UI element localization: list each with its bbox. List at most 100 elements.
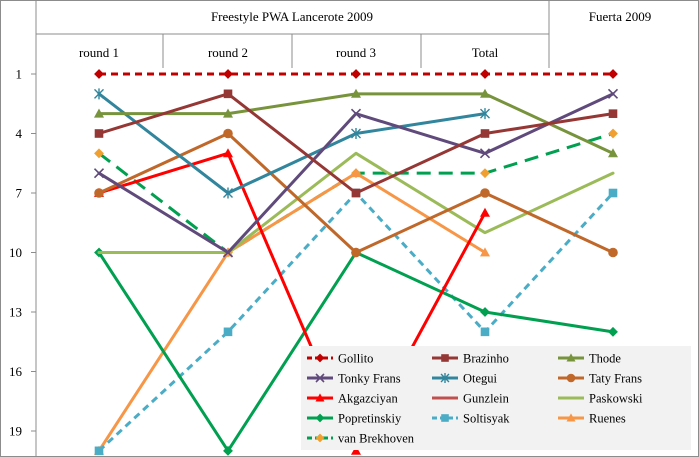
series-line-akgazciyan (97, 151, 487, 453)
legend-label: Taty Frans (589, 372, 642, 386)
data-point-tonky-frans (350, 108, 362, 119)
series-taty-frans (94, 128, 618, 258)
legend-marker (315, 353, 325, 363)
legend-marker (315, 413, 325, 423)
legend-item-akgazciyan: Akgazciyan (307, 392, 398, 406)
data-point-thode (93, 108, 105, 118)
data-point-van-brekhoven (608, 128, 618, 139)
header-band: Freestyle PWA Lancerote 2009 Fuerta 2009… (79, 9, 651, 60)
group-header-fuerta: Fuerta 2009 (589, 9, 651, 24)
data-point-ruenes (479, 247, 491, 257)
legend-label: Soltisyak (463, 412, 510, 426)
legend-label: Paskowski (589, 392, 643, 406)
legend-marker (566, 353, 576, 362)
legend-item-otegui: Otegui (432, 372, 498, 386)
series-lines (93, 69, 619, 456)
data-point-tonky-frans (607, 88, 619, 99)
legend-marker (315, 433, 325, 443)
legend-marker (440, 373, 450, 383)
data-point-taty-frans (351, 247, 361, 258)
y-tick-label: 1 (16, 67, 23, 82)
legend-item-tonky-frans: Tonky Frans (307, 372, 401, 386)
data-point-akgazciyan (222, 148, 234, 158)
data-point-popretinskiy (608, 326, 618, 337)
data-point-brazinho (94, 129, 104, 138)
data-point-soltisyak (608, 188, 618, 198)
legend-item-gollito: Gollito (307, 352, 373, 366)
legend-marker (441, 414, 449, 422)
data-point-akgazciyan (350, 445, 362, 455)
legend-item-paskowski: Paskowski (558, 392, 643, 406)
data-point-popretinskiy (480, 307, 490, 317)
legend-label: Gunzlein (463, 392, 510, 406)
data-point-taty-frans (94, 188, 104, 198)
legend-item-ruenes: Ruenes (558, 412, 626, 426)
data-point-van-brekhoven (480, 168, 490, 179)
data-point-thode (479, 88, 491, 98)
data-point-taty-frans (480, 188, 490, 198)
data-point-tonky-frans (93, 168, 105, 179)
legend-marker (315, 373, 325, 383)
data-point-gollito (351, 69, 361, 79)
data-point-soltisyak (223, 327, 233, 337)
legend-item-taty-frans: Taty Frans (558, 372, 642, 386)
data-point-taty-frans (608, 247, 618, 258)
legend-item-van-brekhoven: van Brekhoven (307, 432, 415, 446)
data-point-gollito (608, 69, 618, 79)
data-point-gollito (223, 69, 233, 79)
data-point-van-brekhoven (94, 148, 104, 159)
legend-label: van Brekhoven (338, 432, 415, 446)
legend-label: Popretinskiy (338, 412, 402, 426)
legend-item-popretinskiy: Popretinskiy (307, 412, 402, 426)
data-point-thode (350, 88, 362, 98)
legend-item-gunzlein: Gunzlein (432, 392, 510, 406)
category-label-total: Total (472, 45, 499, 60)
legend-marker (315, 393, 325, 402)
y-tick-label: 16 (9, 364, 23, 379)
y-tick-label: 7 (16, 186, 23, 201)
series-line-otegui (97, 92, 487, 195)
y-axis: 1 4 7 10 13 16 19 (9, 67, 36, 439)
legend-marker (566, 413, 576, 422)
data-point-popretinskiy (223, 445, 233, 456)
data-point-otegui (223, 187, 233, 199)
series-brazinho (94, 89, 618, 198)
series-gollito (94, 69, 618, 79)
legend-box (301, 346, 691, 450)
data-point-akgazciyan (479, 207, 491, 217)
series-otegui (94, 88, 490, 199)
legend-item-thode: Thode (558, 352, 621, 366)
data-point-soltisyak (480, 327, 490, 337)
legend-label: Ruenes (589, 412, 626, 426)
data-point-thode (607, 148, 619, 158)
legend-label: Tonky Frans (338, 372, 401, 386)
series-line-thode (97, 92, 615, 155)
legend-label: Gollito (338, 352, 373, 366)
legend-label: Akgazciyan (338, 392, 398, 406)
data-point-brazinho (608, 109, 618, 118)
y-tick-label: 10 (9, 245, 22, 260)
data-point-thode (222, 108, 234, 118)
legend-label: Brazinho (463, 352, 509, 366)
data-point-gollito (94, 69, 104, 79)
data-point-otegui (94, 88, 104, 100)
category-label-round-1: round 1 (79, 45, 119, 60)
legend-item-soltisyak: Soltisyak (432, 412, 510, 426)
data-point-otegui (351, 128, 361, 139)
group-header-lancerote: Freestyle PWA Lancerote 2009 (211, 9, 373, 24)
y-tick-label: 4 (16, 126, 23, 141)
data-point-gollito (480, 69, 490, 79)
data-point-brazinho (223, 89, 233, 99)
legend-label: Thode (589, 352, 621, 366)
category-label-round-2: round 2 (208, 45, 248, 60)
legend: Gollito Brazinho Thode Tonky Frans Otegui Tat… (301, 346, 691, 450)
data-point-otegui (480, 108, 490, 120)
legend-marker (566, 373, 576, 383)
y-tick-label: 13 (9, 305, 22, 320)
data-point-soltisyak (94, 446, 104, 456)
data-point-brazinho (480, 129, 490, 138)
y-tick-label: 19 (9, 424, 22, 439)
series-tonky-frans (93, 88, 619, 258)
